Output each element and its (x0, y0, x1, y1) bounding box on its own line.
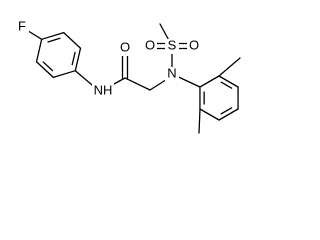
bond (47, 37, 61, 43)
bond (35, 38, 43, 63)
atom-label: F (18, 18, 26, 33)
bond (218, 108, 239, 121)
bond (63, 31, 82, 49)
atom-labels: F NH O O S O N (15, 18, 201, 98)
bond (220, 107, 233, 115)
label-bg (143, 39, 157, 54)
label-bg (15, 20, 29, 35)
atom-label: O (189, 37, 199, 52)
molecule-diagram: F NH O O S O N (15, 18, 241, 134)
bond (198, 108, 201, 134)
bond (71, 51, 76, 66)
atom-label: N (167, 65, 176, 80)
bond (220, 81, 233, 89)
label-bg (187, 39, 201, 54)
bond (52, 70, 76, 79)
label-bg (165, 39, 179, 54)
bond (42, 61, 54, 72)
label-bg (165, 67, 179, 82)
atom-label: O (120, 39, 130, 54)
bond (74, 47, 82, 72)
label-bg (92, 83, 114, 98)
label-bg (118, 41, 132, 56)
bonds (24, 23, 241, 134)
bond (35, 61, 54, 79)
atom-label: NH (94, 82, 113, 97)
atom-label: O (145, 37, 155, 52)
atom-label: S (168, 37, 177, 52)
bond (41, 31, 65, 40)
bond (199, 75, 220, 88)
bond (199, 108, 220, 121)
bond (124, 77, 151, 91)
bond (218, 57, 241, 77)
bond (218, 75, 239, 88)
